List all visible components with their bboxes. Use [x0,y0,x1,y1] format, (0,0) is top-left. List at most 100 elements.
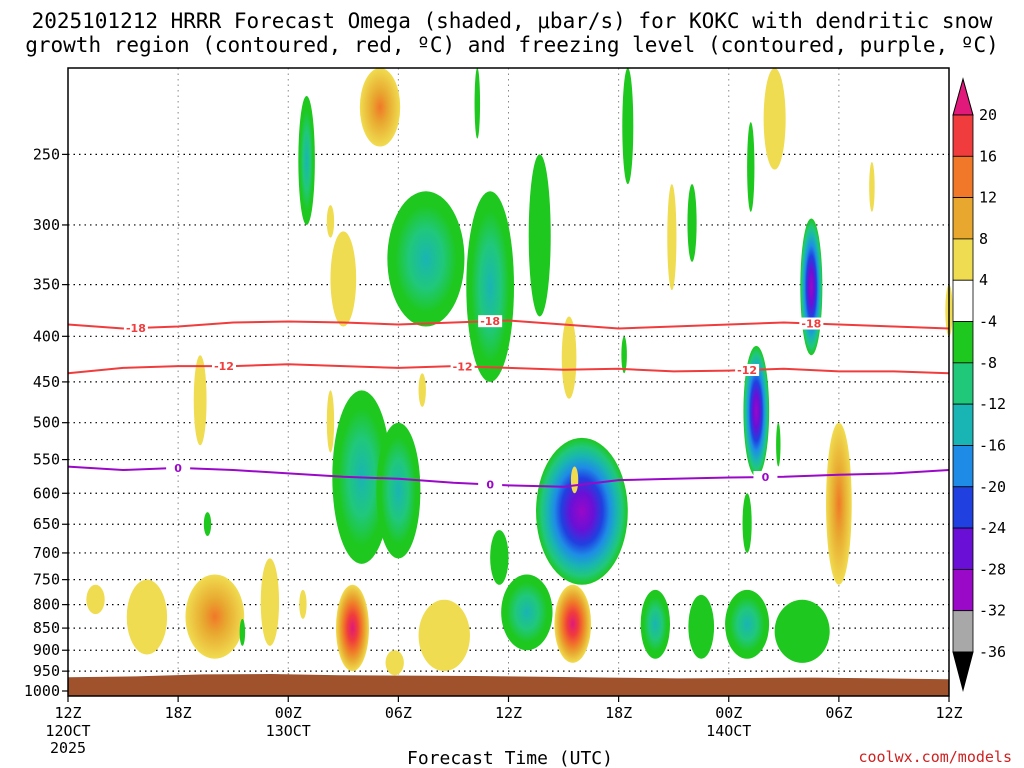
omega-cell [725,589,770,659]
contour-label-bg [478,315,503,328]
temperature-contours: -18 -18 -18 -12 -12 -12 0 0 0 [67,315,950,492]
omega-cell [376,422,421,559]
x-tick-label: 12Z [935,704,962,722]
colorbar-band [952,321,974,364]
chart-title-line1: 2025101212 HRRR Forecast Omega (shaded, … [32,9,993,33]
contour-label: 0 [486,479,494,492]
omega-cell [826,422,852,585]
colorbar-band [952,114,974,157]
contour-label-bg [799,317,824,330]
omega-cell [86,584,105,615]
contour-label: -12 [453,360,473,373]
omega-cell [501,574,553,651]
colorbar-tick-label: -36 [979,643,1006,661]
colorbar-band [952,486,974,529]
contour-label-bg [450,360,475,373]
colorbar-tick-label: 8 [979,230,988,248]
omega-cell [126,579,168,655]
omega-cell [335,584,370,672]
omega-cell [554,584,592,663]
x-tick-label: 18Z [165,704,192,722]
colorbar-tick-label: -20 [979,478,1006,496]
y-tick-label: 650 [33,515,60,533]
grid-lines [68,68,949,696]
y-tick-label: 950 [33,662,60,680]
omega-cell [330,231,357,327]
x-tick-year: 2025 [50,739,86,757]
x-axis-label: Forecast Time (UTC) [407,748,613,768]
omega-cell [359,68,401,147]
y-tick-label: 900 [33,641,60,659]
omega-cell [298,95,315,225]
colorbar-band [952,279,974,322]
omega-cell [869,162,875,212]
colorbar-band [952,568,974,612]
omega-cell [687,184,697,262]
omega-cell [570,466,579,494]
omega-cell [667,184,677,291]
colorbar-tick-label: -4 [979,313,997,331]
omega-cell [203,512,212,536]
omega-cell [387,191,465,327]
contour-label: -18 [480,315,500,328]
contour-label-bg [753,471,778,484]
omega-cell [561,316,577,399]
omega-cell [742,493,752,553]
y-tick-label: 800 [33,596,60,614]
x-tick-label: 06Z [825,704,852,722]
x-tick-date: 13OCT [266,722,311,740]
contour-label: -18 [801,318,821,331]
colorbar-band [952,238,974,281]
omega-cell [239,618,246,646]
x-tick-label: 06Z [385,704,412,722]
omega-cell [326,390,335,453]
omega-cell [299,589,307,619]
contour-label-bg [166,461,191,474]
omega-cell [193,355,207,446]
omega-cell [418,373,426,407]
colorbar-tick-label: -12 [979,395,1006,413]
colorbar-band [952,527,974,570]
colorbar: 20 16 12 8 4 -4 -8 -12 -16 -20 -24 -28 -32 -36 [952,77,1006,692]
omega-cell [490,530,509,585]
x-tick-label: 00Z [275,704,302,722]
x-tick-label: 12Z [54,704,81,722]
omega-cell [621,336,627,374]
y-tick-label: 450 [33,373,60,391]
omega-cell [776,422,781,467]
y-tick-label: 550 [33,451,60,469]
contour-label-bg [735,363,760,376]
colorbar-tick-label: 20 [979,106,997,124]
terrain-ground [68,674,949,696]
credit-text: coolwx.com/models [858,748,1012,766]
omega-cell [774,599,830,663]
contour-label: -18 [126,322,146,335]
omega-cell [800,218,823,356]
omega-cell [466,191,515,382]
colorbar-tick-label: 12 [979,189,997,207]
y-tick-label: 400 [33,327,60,345]
colorbar-tick-label: -28 [979,560,1006,578]
contour-label-bg [478,478,503,491]
omega-cell [688,594,715,659]
y-tick-label: 250 [33,145,60,163]
colorbar-tick-label: 16 [979,147,997,165]
y-tick-label: 600 [33,484,60,502]
omega-cell [326,205,335,238]
omega-shading [86,68,953,676]
x-tick-date: 14OCT [706,722,751,740]
contour-label: -12 [737,364,757,377]
y-tick-label: 500 [33,414,60,432]
colorbar-band [952,155,974,199]
omega-cell [474,68,481,139]
omega-cell [640,589,671,659]
colorbar-tick-label: -8 [979,354,997,372]
omega-cell [763,68,786,170]
colorbar-band [952,197,974,240]
omega-cell [418,599,470,672]
colorbar-band [952,445,974,488]
x-tick-label: 00Z [715,704,742,722]
omega-cell [622,68,634,185]
